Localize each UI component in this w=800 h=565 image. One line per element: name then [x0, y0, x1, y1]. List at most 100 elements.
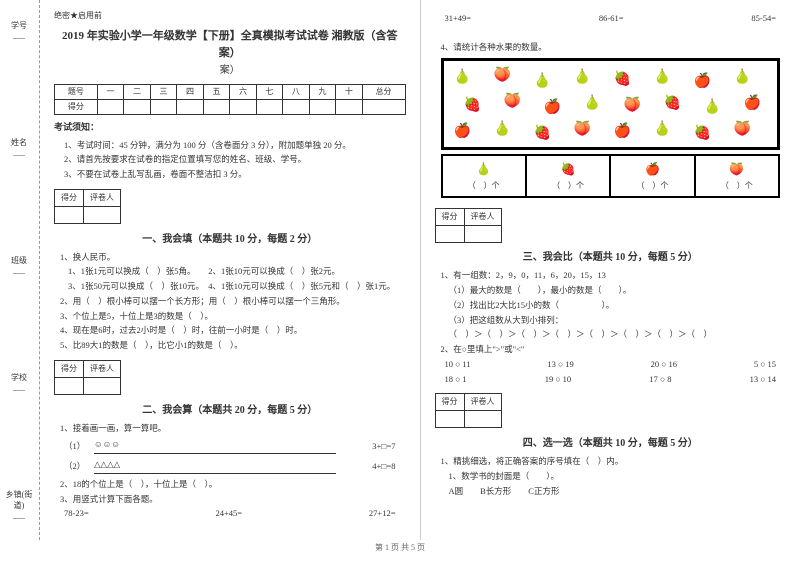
grader-col: 得分 — [55, 360, 84, 377]
compare-item: 20 ○ 16 — [651, 358, 677, 371]
pear-icon: 🍐 — [494, 119, 511, 140]
question-sub: （3）把这组数从大到小排列： — [449, 314, 787, 327]
calc-prob: 85-54= — [751, 12, 776, 25]
apple-icon: 🍎 — [614, 121, 631, 142]
compare-item: 19 ○ 10 — [545, 373, 571, 386]
fruit-ans-cell: 🍎（ ）个 — [611, 156, 695, 196]
grader-cell — [84, 206, 121, 223]
question: 2、在○里填上">"或"<" — [441, 343, 787, 356]
pear-icon: 🍐 — [534, 71, 551, 92]
score-header: 三 — [150, 85, 176, 100]
grader-box: 得分评卷人 — [54, 189, 121, 224]
calc-prob: 31+49= — [445, 12, 472, 25]
grader-cell — [464, 411, 501, 428]
secret-label: 绝密★启用前 — [54, 10, 406, 22]
grader-cell — [55, 377, 84, 394]
pear-icon: 🍐 — [454, 67, 471, 88]
apple-icon: 🍎 — [744, 93, 761, 114]
compare-item: 13 ○ 14 — [750, 373, 776, 386]
binding-label: 班级___ — [4, 255, 34, 275]
apple-icon: 🍎 — [694, 71, 711, 92]
grader-col: 评卷人 — [84, 189, 121, 206]
score-header: 十 — [336, 85, 362, 100]
score-header: 八 — [283, 85, 309, 100]
grader-box: 得分评卷人 — [435, 208, 502, 243]
question-sub: A圆 B长方形 C正方形 — [449, 485, 787, 498]
compare-item: 13 ○ 19 — [547, 358, 573, 371]
binding-label: 姓名___ — [4, 137, 34, 157]
question: 1、精挑细选，将正确答案的序号填在（ ）内。 — [441, 455, 787, 468]
score-cell — [336, 100, 362, 115]
section-heading: 二、我会算（本题共 20 分，每题 5 分） — [54, 403, 406, 418]
pear-icon: 🍐 — [654, 67, 671, 88]
grader-col: 评卷人 — [464, 208, 501, 225]
binding-label: 学号___ — [4, 20, 34, 40]
exam-title: 2019 年实验小学一年级数学【下册】全真模拟考试试卷 湘教版（含答案） — [54, 28, 406, 61]
apple-icon: 🍎 — [544, 97, 561, 118]
peach-icon: 🍑 — [696, 160, 778, 178]
notice-item: 3、不要在试卷上乱写乱画，卷面不整洁扣 3 分。 — [64, 168, 406, 181]
question-sub: 1、数学书的封面是（ ）。 — [449, 470, 787, 483]
grader-box: 得分评卷人 — [435, 393, 502, 428]
peach-icon: 🍑 — [504, 91, 521, 112]
calc-label: （1） — [64, 440, 94, 453]
score-cell — [203, 100, 229, 115]
question: 2、18的个位上是（ ），十位上是（ ）。 — [60, 478, 406, 491]
fruit-ans-cell: 🍑 （ ）个 — [696, 156, 778, 196]
score-table: 题号 一 二 三 四 五 六 七 八 九 十 总分 得分 — [54, 84, 406, 115]
smiley-shapes: ☺☺☺ — [94, 438, 336, 454]
grader-cell — [464, 225, 501, 242]
calc-equation: 3+□=7 — [336, 440, 396, 453]
calc-problems: 78-23= 24+45= 27+12= — [64, 507, 396, 520]
question-sub: 3、1张50元可以换成（ ）张10元。 4、1张10元可以换成（ ）张5元和（ … — [68, 280, 406, 293]
fruit-count: （ ）个 — [468, 181, 500, 190]
binding-label: 学校___ — [4, 372, 34, 392]
strawberry-icon: 🍓 — [664, 93, 681, 114]
section-heading: 四、选一选（本题共 10 分，每题 5 分） — [435, 436, 787, 451]
section-heading: 一、我会填（本题共 10 分，每题 2 分） — [54, 232, 406, 247]
peach-icon: 🍑 — [574, 119, 591, 140]
notice-heading: 考试须知： — [54, 121, 406, 135]
grader-col: 得分 — [435, 208, 464, 225]
calc-prob: 78-23= — [64, 507, 89, 520]
question-sub: （2）找出比2大比15小的数（ ）。 — [449, 299, 787, 312]
grader-cell — [435, 225, 464, 242]
score-cell — [362, 100, 405, 115]
triangle-shapes: △△△△ — [94, 458, 336, 474]
score-header: 九 — [309, 85, 335, 100]
question: 5、比89大1的数是（ ），比它小1的数是（ ）。 — [60, 339, 406, 352]
calc-prob: 27+12= — [369, 507, 396, 520]
fruit-ans-cell: 🍐（ ）个 — [443, 156, 527, 196]
grader-cell — [84, 377, 121, 394]
strawberry-icon: 🍓 — [614, 69, 631, 90]
peach-icon: 🍑 — [494, 65, 511, 86]
grader-col: 得分 — [435, 394, 464, 411]
score-cell — [230, 100, 256, 115]
compare-row: 10 ○ 11 13 ○ 19 20 ○ 16 5 ○ 15 — [445, 358, 777, 371]
score-header: 题号 — [55, 85, 98, 100]
fruit-answer-grid: 🍐（ ）个 🍓（ ）个 🍎（ ）个 🍑（ ）个 — [441, 154, 781, 198]
question: 2、用（ ）根小棒可以摆一个长方形；用（ ）根小棒可以摆一个三角形。 — [60, 295, 406, 308]
calc-label: （2） — [64, 460, 94, 473]
page-footer: 第 1 页 共 5 页 — [0, 542, 800, 553]
question: 4、请统计各种水果的数量。 — [441, 41, 787, 54]
notice-item: 1、考试时间：45 分钟，满分为 100 分（含卷面分 3 分），附加题单独 2… — [64, 139, 406, 152]
question: 3、用竖式计算下面各题。 — [60, 493, 406, 506]
binding-label: 乡镇(街道)___ — [4, 489, 34, 520]
peach-icon: 🍑 — [734, 119, 751, 140]
grader-box: 得分评卷人 — [54, 360, 121, 395]
fruit-count: （ ）个 — [552, 181, 584, 190]
fruit-count: （ ）个 — [636, 181, 668, 190]
fruit-count: （ ）个 — [721, 181, 753, 190]
question-sub: （1）最大的数是（ ），最小的数是（ ）。 — [449, 284, 787, 297]
score-header: 五 — [203, 85, 229, 100]
score-cell — [256, 100, 282, 115]
grader-col: 评卷人 — [84, 360, 121, 377]
question-sub: （ ）＞（ ）＞（ ）＞（ ）＞（ ）＞（ ）＞（ ）＞（ ） — [449, 328, 787, 341]
binding-margin: 学号___ 姓名___ 班级___ 学校___ 乡镇(街道)___ — [0, 0, 40, 540]
grader-cell — [435, 411, 464, 428]
pear-icon: 🍐 — [584, 93, 601, 114]
score-cell — [309, 100, 335, 115]
calc-prob: 86-61= — [599, 12, 624, 25]
calc-row: （2） △△△△ 4+□=8 — [64, 458, 396, 474]
